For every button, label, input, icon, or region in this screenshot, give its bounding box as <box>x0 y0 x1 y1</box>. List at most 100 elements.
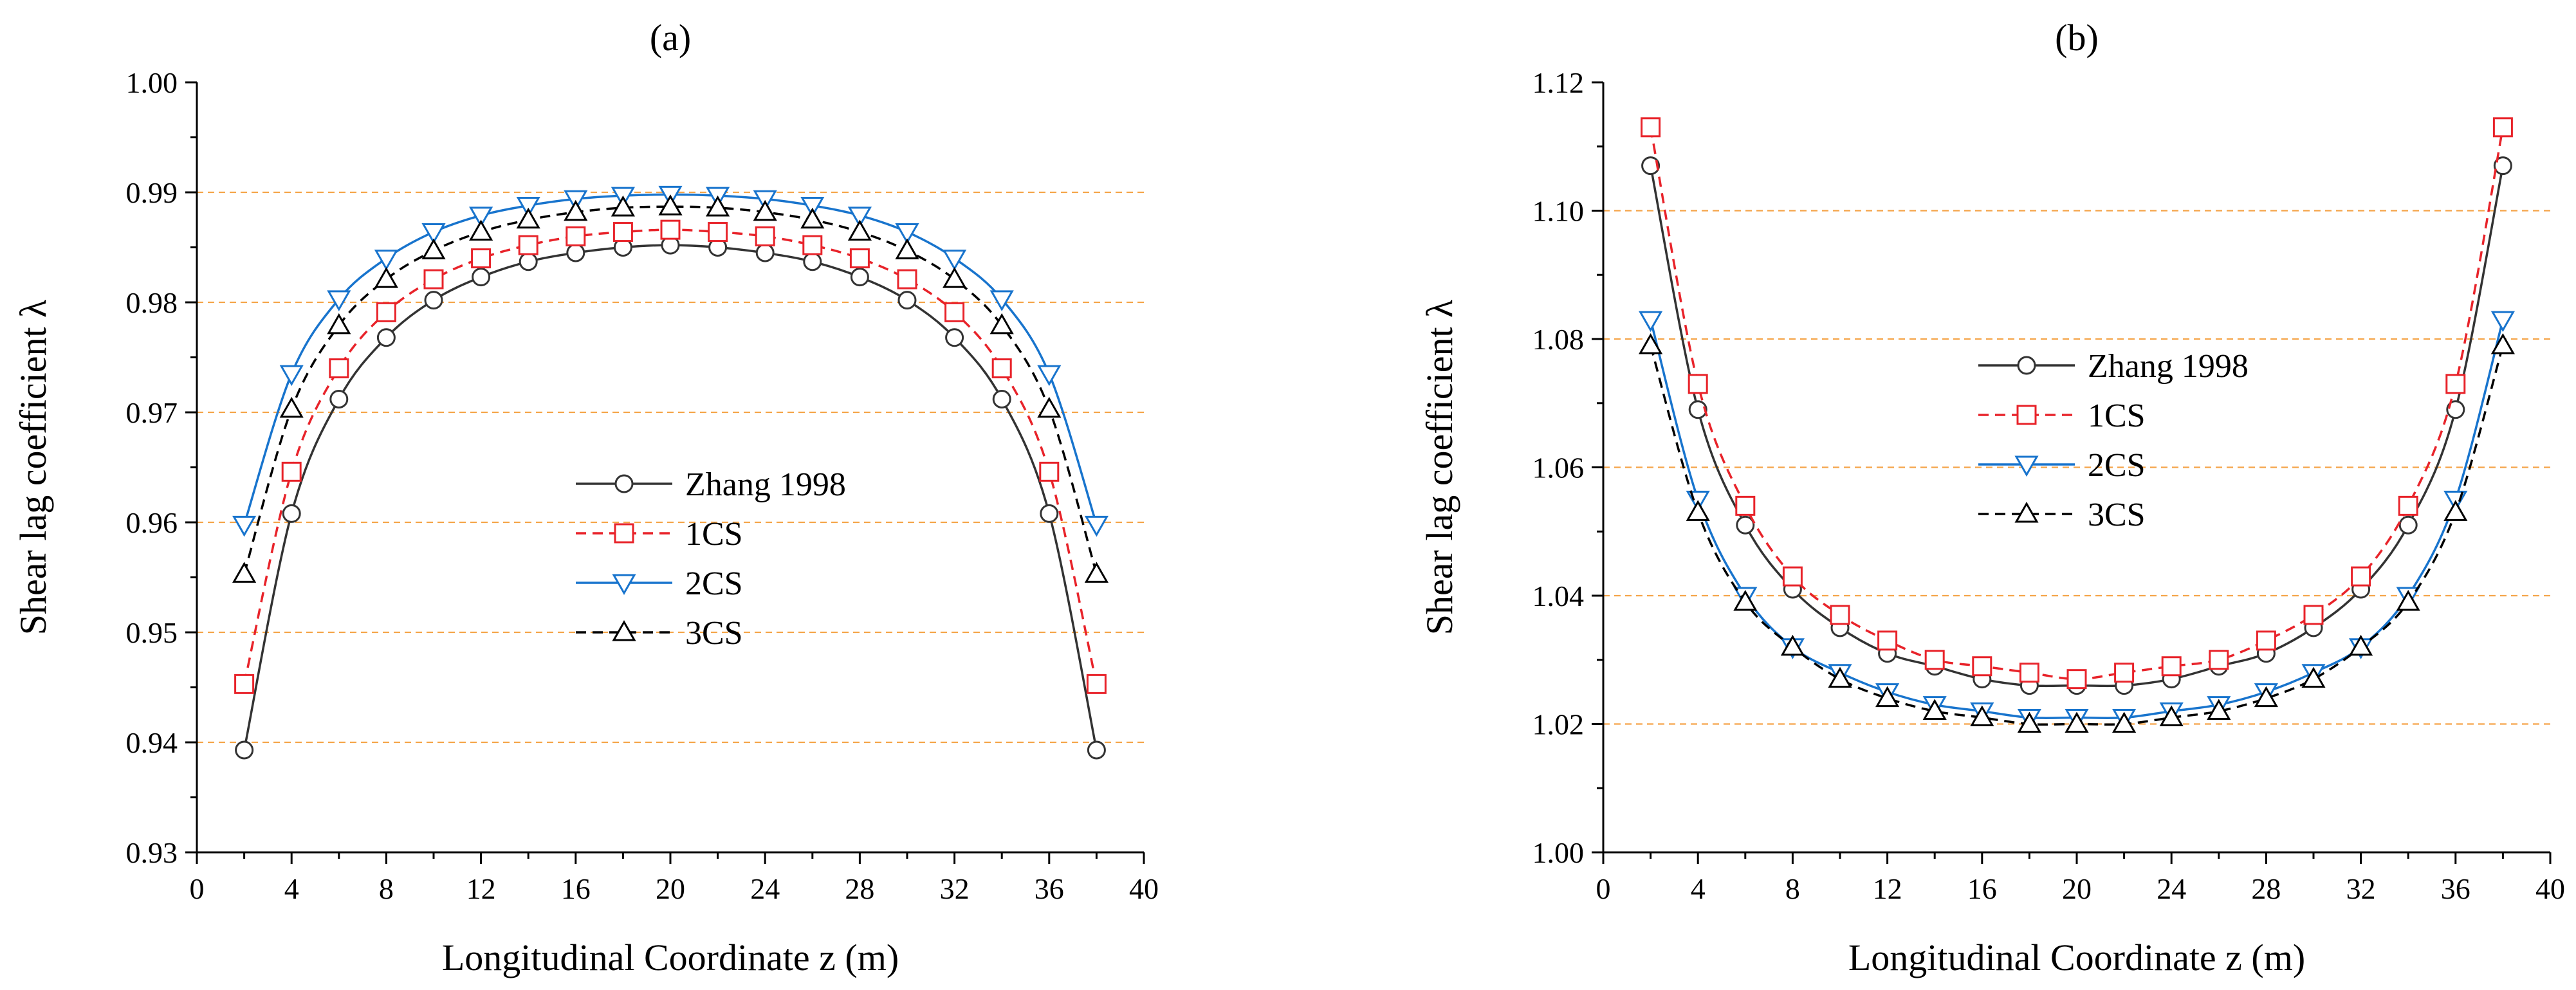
x-tick-label: 36 <box>2441 872 2470 905</box>
data-point <box>1688 374 1708 394</box>
data-point <box>2161 656 2182 677</box>
data-point <box>1828 666 1852 688</box>
data-point <box>327 290 351 311</box>
legend-label: 1CS <box>685 516 743 553</box>
x-tick-label: 12 <box>1873 872 1902 905</box>
x-tick-label: 20 <box>2062 872 2092 905</box>
chart-panel-b: (b) 0 4 8 12 16 20 24 28 32 36 40 1.00 1.02 1.04 1.06 1.… <box>1419 17 2565 978</box>
series-line-2cs <box>1649 319 2505 720</box>
x-tick-label: 28 <box>845 872 874 905</box>
data-point <box>2112 711 2137 733</box>
x-tick-label: 8 <box>379 872 394 905</box>
data-point <box>1084 562 1109 583</box>
y-tick-label: 0.99 <box>126 176 178 209</box>
data-point <box>566 226 586 246</box>
data-point <box>611 195 635 217</box>
data-point <box>1782 566 1803 587</box>
legend-label: 2CS <box>2088 447 2146 484</box>
x-tick-label: 0 <box>190 872 205 905</box>
data-point <box>374 250 398 271</box>
data-point <box>1830 605 1850 625</box>
x-tick-label: 32 <box>2346 872 2376 905</box>
data-point <box>2490 311 2515 333</box>
legend-label: Zhang 1998 <box>2088 348 2249 385</box>
data-point <box>800 197 825 218</box>
series-line-3cs <box>1649 345 2505 726</box>
chart-panel-a: (a) 0 4 8 12 16 20 24 28 32 36 40 0.93 0.94 0.95 0.96 0.… <box>12 17 1159 978</box>
data-point <box>376 302 396 322</box>
data-point <box>1040 504 1059 523</box>
y-tick-label: 0.97 <box>126 396 178 429</box>
data-point <box>2256 630 2276 651</box>
y-tick-label: 0.94 <box>126 726 178 759</box>
data-point <box>849 248 870 269</box>
x-tick-label: 36 <box>1035 872 1064 905</box>
data-point <box>2490 333 2515 354</box>
data-point <box>516 197 540 218</box>
data-point <box>282 504 301 523</box>
data-point <box>1875 686 1900 708</box>
data-point <box>1970 705 1994 727</box>
legend-marker <box>612 619 636 641</box>
data-point <box>2396 589 2420 611</box>
data-point <box>1039 461 1060 482</box>
data-point <box>944 302 965 322</box>
data-point <box>2492 117 2513 138</box>
series-line-1cs <box>243 228 1098 684</box>
data-point <box>1877 630 1898 651</box>
x-tick-label: 8 <box>1785 872 1800 905</box>
data-point <box>1641 156 1661 176</box>
legend-label: Zhang 1998 <box>685 466 846 503</box>
data-point <box>897 291 917 310</box>
data-point <box>471 248 492 269</box>
data-point <box>1736 515 1755 535</box>
x-tick-label: 12 <box>466 872 496 905</box>
series-line-zhang-1998 <box>1649 165 2505 688</box>
data-point <box>329 389 349 408</box>
data-point <box>847 219 872 241</box>
data-point <box>2159 705 2184 727</box>
data-point <box>943 250 967 271</box>
y-tick-label: 1.06 <box>1532 452 1585 484</box>
data-point <box>755 243 775 262</box>
x-tick-label: 4 <box>1691 872 1706 905</box>
data-point <box>518 235 538 255</box>
legend-label: 3CS <box>685 615 743 652</box>
data-point <box>2065 711 2089 733</box>
data-point <box>423 269 444 289</box>
data-point <box>943 267 967 288</box>
y-tick-label: 1.00 <box>1532 836 1585 869</box>
data-point <box>1087 740 1106 760</box>
data-point <box>897 269 917 289</box>
panel-label: (a) <box>650 17 691 59</box>
data-point <box>424 291 443 310</box>
x-tick-label: 24 <box>2157 872 2186 905</box>
series-line-zhang-1998 <box>243 244 1098 751</box>
y-tick-label: 0.95 <box>126 616 178 649</box>
data-point <box>1688 400 1707 419</box>
data-point <box>279 396 304 418</box>
data-point <box>1639 311 1663 333</box>
legend-label: 2CS <box>685 565 743 602</box>
legend-label: 3CS <box>2088 497 2146 533</box>
data-point <box>1735 495 1756 516</box>
data-point <box>2019 663 2039 683</box>
data-point <box>327 313 351 335</box>
y-axis-title: Shear lag coefficient λ <box>12 300 54 635</box>
data-point <box>469 206 493 228</box>
data-point <box>1972 656 1992 677</box>
legend-marker <box>2014 501 2039 523</box>
data-point <box>2066 669 2087 690</box>
y-tick-label: 1.12 <box>1532 66 1585 99</box>
x-tick-label: 40 <box>1129 872 1159 905</box>
y-tick-label: 1.00 <box>126 66 178 99</box>
data-point <box>516 207 540 229</box>
data-point <box>658 194 683 215</box>
data-point <box>1037 365 1062 387</box>
data-point <box>1084 515 1109 537</box>
data-point <box>895 238 919 260</box>
y-tick-label: 1.02 <box>1532 708 1585 741</box>
data-point <box>1922 699 1947 720</box>
data-point <box>2446 400 2465 419</box>
